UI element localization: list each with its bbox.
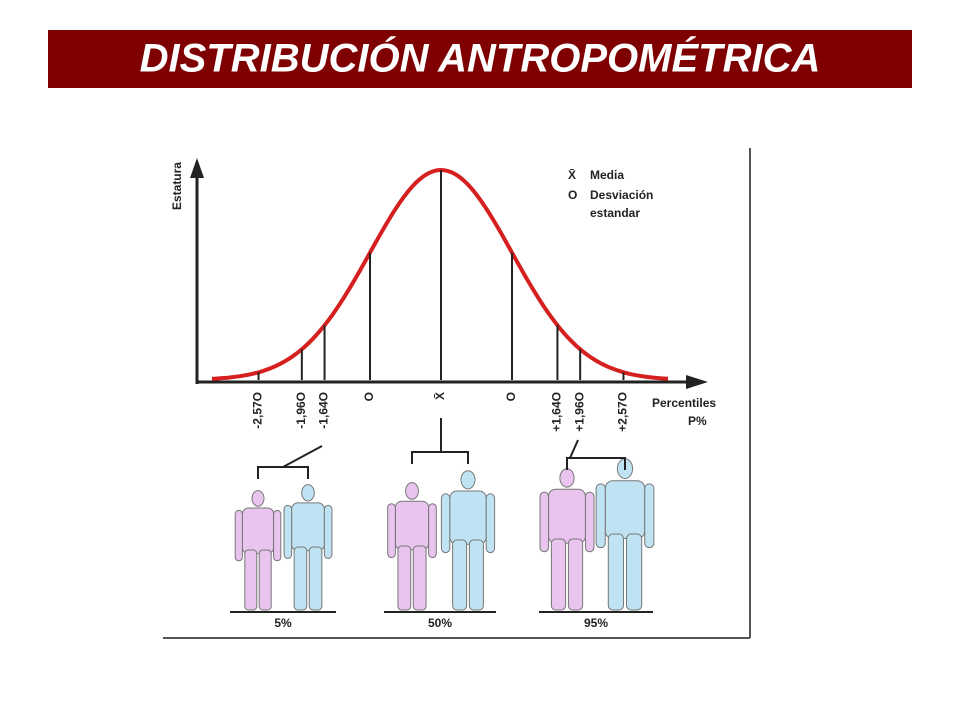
leg	[452, 539, 468, 611]
person	[387, 482, 437, 611]
tick-label: +1,96O	[572, 392, 586, 432]
title-bar	[48, 30, 912, 88]
group-label: 50%	[428, 616, 452, 630]
leg	[293, 546, 308, 611]
legend-symbol: O	[568, 188, 577, 202]
tick-label: -1,96O	[294, 392, 308, 429]
tick-label: -1,64O	[317, 392, 331, 429]
head	[460, 470, 476, 490]
torso	[241, 507, 275, 555]
person	[283, 484, 333, 611]
title: DISTRIBUCIÓN ANTROPOMÉTRICA	[140, 35, 821, 81]
arm	[234, 509, 243, 562]
leg	[550, 538, 567, 611]
arm	[273, 509, 282, 562]
arm	[485, 493, 496, 554]
arm	[440, 493, 451, 554]
group-label: 95%	[584, 616, 608, 630]
tick-label: O	[504, 392, 518, 401]
head	[559, 468, 575, 488]
tick-label: +2,57O	[616, 392, 630, 432]
legend-symbol: X̄	[568, 168, 576, 182]
bracket	[257, 445, 323, 479]
legend-label: Desviación	[590, 188, 653, 202]
x-axis-label: P%	[688, 414, 707, 428]
arm	[387, 503, 396, 559]
tick-label: X̄	[433, 392, 447, 400]
person	[440, 470, 496, 611]
head	[405, 482, 419, 500]
arm	[283, 504, 293, 559]
torso	[449, 490, 487, 545]
tick-label: -2,57O	[251, 392, 265, 429]
figure: -2,57O -1,96O -1,64O O X̄ O +1,64O +1,96O +2,57O…	[163, 148, 751, 639]
tick-label: +1,64O	[550, 392, 564, 432]
arm	[428, 503, 437, 559]
arm	[595, 483, 606, 549]
x-axis-label: Percentiles	[652, 396, 716, 410]
head	[301, 484, 315, 502]
bracket	[566, 439, 626, 470]
leg	[397, 545, 412, 611]
arrow	[190, 158, 204, 178]
person	[539, 468, 595, 611]
y-axis-label: Estatura	[170, 162, 184, 210]
torso	[291, 502, 325, 552]
leg	[626, 533, 643, 611]
tick-label: O	[362, 392, 376, 401]
arm	[584, 491, 595, 553]
leg	[607, 533, 624, 611]
leg	[308, 546, 323, 611]
arm	[323, 504, 333, 559]
leg	[258, 549, 272, 611]
torso	[548, 488, 586, 544]
bracket	[411, 418, 469, 464]
head	[251, 490, 265, 507]
leg	[468, 539, 484, 611]
arm	[539, 491, 550, 553]
person	[595, 458, 655, 611]
leg	[244, 549, 258, 611]
arm	[644, 483, 655, 549]
torso	[394, 500, 430, 551]
legend-label: Media	[590, 168, 624, 182]
torso	[604, 480, 646, 540]
leg	[567, 538, 584, 611]
arrow	[686, 375, 708, 389]
legend-label: estandar	[590, 206, 640, 220]
group-label: 5%	[274, 616, 292, 630]
person	[234, 490, 282, 611]
leg	[412, 545, 427, 611]
